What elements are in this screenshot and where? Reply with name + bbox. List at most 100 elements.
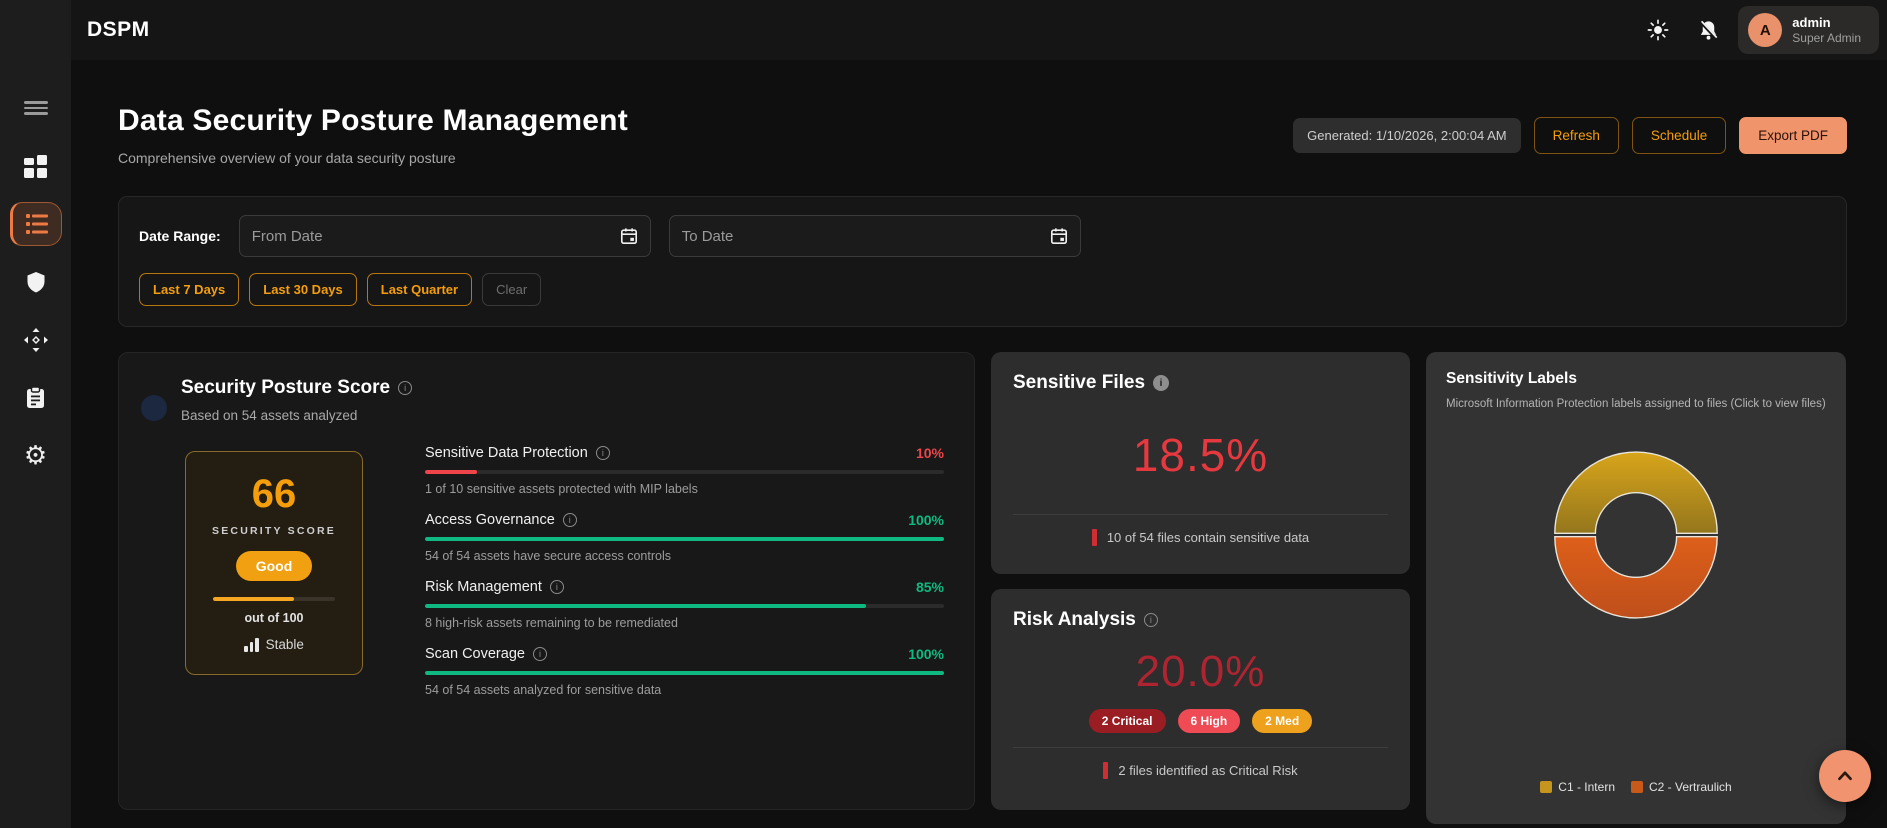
- app-brand: DSPM: [87, 18, 150, 41]
- metric-row: Risk Management i 85% 8 high-risk assets …: [425, 579, 944, 630]
- sensitive-files-caption: 10 of 54 files contain sensitive data: [1106, 530, 1310, 545]
- legend-swatch: [1540, 781, 1553, 793]
- sidebar-item-audit[interactable]: [14, 376, 58, 420]
- score-progress-bar: [213, 597, 335, 601]
- sensitivity-donut-chart[interactable]: [1541, 440, 1731, 630]
- dashboard-grid-icon: [24, 154, 47, 178]
- user-name: admin: [1792, 14, 1831, 30]
- bell-off-icon: [1699, 20, 1718, 40]
- security-score-value: 66: [251, 472, 297, 516]
- sidebar-item-settings[interactable]: ⚙: [14, 434, 58, 478]
- last-quarter-button[interactable]: Last Quarter: [366, 273, 473, 306]
- medium-badge[interactable]: 2 Med: [1252, 709, 1313, 733]
- risk-analysis-caption: 2 files identified as Critical Risk: [1118, 763, 1298, 778]
- clear-button[interactable]: Clear: [482, 273, 542, 306]
- legend-item[interactable]: C2 - Vertraulich: [1631, 780, 1732, 794]
- sidebar-item-security[interactable]: [14, 260, 58, 304]
- main-content: Data Security Posture Management Compreh…: [71, 60, 1887, 828]
- user-menu[interactable]: A admin Super Admin: [1738, 6, 1879, 54]
- clipboard-icon: [27, 386, 44, 408]
- sensitive-files-value: 18.5%: [1132, 429, 1269, 481]
- metric-caption: 54 of 54 assets have secure access contr…: [425, 549, 671, 563]
- chevron-up-icon: [1838, 771, 1852, 781]
- menu-toggle-button[interactable]: [14, 86, 58, 130]
- export-pdf-button[interactable]: Export PDF: [1739, 116, 1847, 154]
- schedule-button[interactable]: Schedule: [1631, 116, 1727, 154]
- refresh-button[interactable]: Refresh: [1533, 116, 1619, 154]
- sensitivity-labels-card[interactable]: Sensitivity Labels Microsoft Information…: [1426, 352, 1846, 824]
- risk-analysis-title: Risk Analysis i: [1013, 609, 1388, 631]
- page-title: Data Security Posture Management: [118, 104, 628, 137]
- posture-metrics: Sensitive Data Protection i 10% 1 of 10 s…: [425, 445, 944, 697]
- bar-chart-icon: [244, 638, 259, 652]
- notifications-muted-button[interactable]: [1688, 10, 1728, 50]
- metric-value: 10%: [915, 445, 944, 461]
- sensitive-files-card[interactable]: Sensitive Files i 18.5% 10 of 54 files c…: [991, 352, 1410, 574]
- sidebar: ⚙: [0, 0, 71, 828]
- shield-icon: [27, 272, 44, 293]
- legend-item[interactable]: C1 - Intern: [1540, 780, 1615, 794]
- info-icon[interactable]: i: [1143, 613, 1158, 627]
- move-arrows-icon: [23, 328, 48, 352]
- avatar: A: [1748, 13, 1783, 47]
- info-icon[interactable]: i: [562, 513, 577, 527]
- metric-caption: 8 high-risk assets remaining to be remed…: [425, 616, 678, 630]
- posture-decor-dot: [141, 395, 167, 421]
- critical-badge[interactable]: 2 Critical: [1088, 709, 1166, 733]
- metric-row: Scan Coverage i 100% 54 of 54 assets anal…: [425, 646, 944, 697]
- risk-analysis-card[interactable]: Risk Analysis i 20.0% 2 Critical 6 High …: [991, 589, 1410, 810]
- sidebar-item-data-movement[interactable]: [14, 318, 58, 362]
- security-posture-score-card: Security Posture Score i Based on 54 ass…: [118, 352, 975, 810]
- posture-card-subtitle: Based on 54 assets analyzed: [181, 408, 358, 423]
- last-30-days-button[interactable]: Last 30 Days: [249, 273, 357, 306]
- date-range-panel: Date Range:: [118, 196, 1847, 327]
- metric-caption: 54 of 54 assets analyzed for sensitive d…: [425, 683, 662, 697]
- metric-row: Sensitive Data Protection i 10% 1 of 10 s…: [425, 445, 944, 496]
- hamburger-icon: [23, 98, 48, 118]
- gear-icon: ⚙: [23, 441, 48, 471]
- report-list-icon: [25, 214, 48, 234]
- calendar-icon[interactable]: [620, 227, 638, 245]
- legend-swatch: [1631, 781, 1643, 793]
- security-score-box: 66 SECURITY SCORE Good out of 100: [185, 451, 363, 675]
- scroll-to-top-button[interactable]: [1819, 750, 1871, 802]
- sidebar-item-dashboard[interactable]: [14, 144, 58, 188]
- metric-value: 100%: [908, 512, 944, 528]
- metric-caption: 1 of 10 sensitive assets protected with …: [425, 482, 698, 496]
- red-tick-icon: [1103, 762, 1109, 779]
- info-icon[interactable]: i: [1153, 375, 1170, 391]
- info-icon[interactable]: i: [549, 580, 564, 594]
- page-subtitle: Comprehensive overview of your data secu…: [118, 150, 456, 166]
- info-icon[interactable]: i: [398, 381, 413, 395]
- donut-slice-c1-intern[interactable]: [1554, 451, 1718, 534]
- topbar: DSPM: [71, 0, 1887, 60]
- posture-card-title: Security Posture Score i: [181, 377, 946, 399]
- date-range-label: Date Range:: [139, 228, 221, 244]
- metric-value: 100%: [908, 646, 944, 662]
- info-icon[interactable]: i: [532, 647, 547, 661]
- red-tick-icon: [1091, 529, 1097, 546]
- last-7-days-button[interactable]: Last 7 Days: [139, 273, 240, 306]
- to-date-input[interactable]: [681, 227, 1040, 245]
- risk-analysis-value: 20.0%: [1135, 647, 1266, 696]
- security-score-label: SECURITY SCORE: [212, 525, 336, 537]
- score-rating-badge: Good: [235, 551, 313, 581]
- high-badge[interactable]: 6 High: [1177, 709, 1241, 733]
- sensitive-files-title: Sensitive Files i: [1013, 372, 1388, 394]
- donut-legend: C1 - Intern C2 - Vertraulich: [1446, 780, 1826, 806]
- metric-row: Access Governance i 100% 54 of 54 assets …: [425, 512, 944, 563]
- to-date-field[interactable]: [668, 215, 1081, 257]
- calendar-icon[interactable]: [1050, 227, 1068, 245]
- theme-toggle-button[interactable]: [1638, 10, 1678, 50]
- from-date-field[interactable]: [238, 215, 651, 257]
- metric-value: 85%: [915, 579, 944, 595]
- donut-slice-c2-vertraulich[interactable]: [1554, 535, 1718, 619]
- sidebar-item-reports-active[interactable]: [9, 202, 62, 246]
- sun-icon: [1647, 19, 1669, 41]
- from-date-input[interactable]: [251, 227, 610, 245]
- score-out-of: out of 100: [244, 611, 304, 625]
- generated-timestamp: Generated: 1/10/2026, 2:00:04 AM: [1293, 117, 1521, 153]
- sensitivity-labels-subtitle: Microsoft Information Protection labels …: [1446, 398, 1826, 410]
- info-icon[interactable]: i: [595, 446, 610, 460]
